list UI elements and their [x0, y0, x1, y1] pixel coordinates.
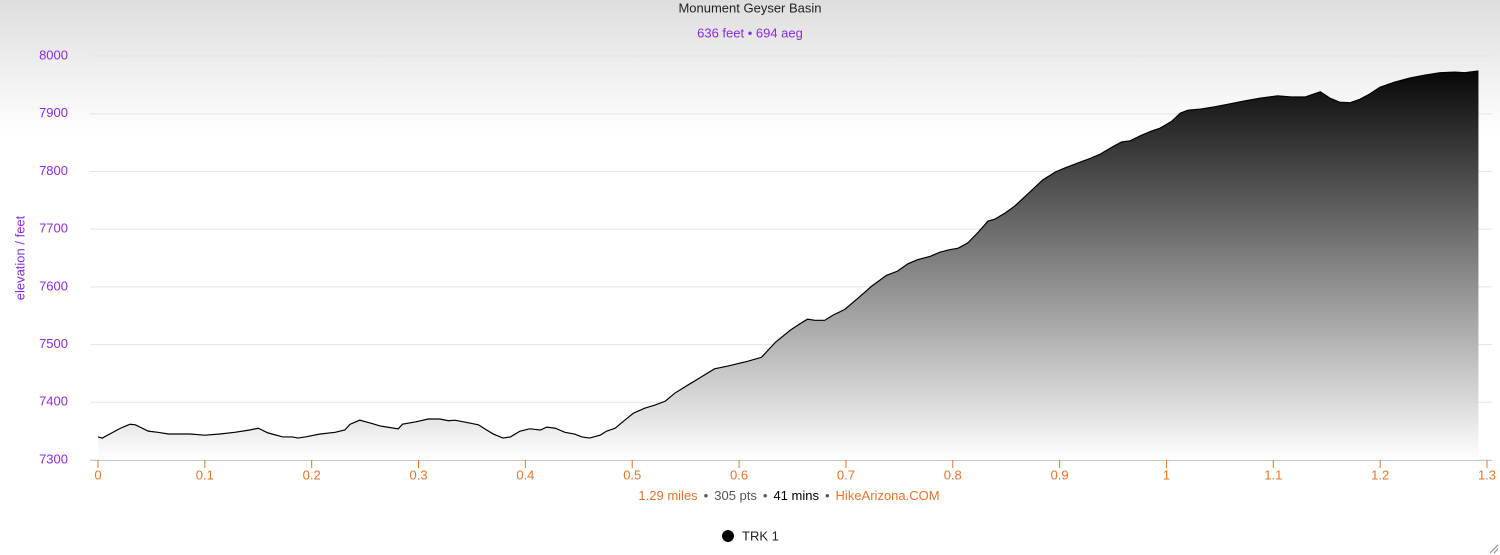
area-line: [97, 70, 1479, 439]
y-tick-label: 7700: [39, 221, 68, 236]
chart-title: Monument Geyser Basin: [678, 0, 821, 15]
y-tick-label: 8000: [39, 47, 68, 62]
x-tick-label: 1.2: [1371, 467, 1389, 482]
legend-label: TRK 1: [742, 528, 779, 543]
x-tick-label: 0.2: [303, 467, 321, 482]
legend-marker: [722, 530, 734, 542]
y-tick-label: 7500: [39, 336, 68, 351]
y-tick-label: 7400: [39, 394, 68, 409]
x-tick-label: 0.1: [196, 467, 214, 482]
footer-separator: •: [825, 488, 830, 503]
x-tick-label: 0: [94, 467, 101, 482]
footer: 1.29 miles • 305 pts • 41 mins • HikeArizona.C…: [638, 488, 939, 503]
x-tick-label: 0.6: [730, 467, 748, 482]
x-tick-label: 0.4: [516, 467, 534, 482]
footer-separator: •: [763, 488, 768, 503]
x-tick-label: 0.9: [1051, 467, 1069, 482]
resize-icon: [1489, 544, 1499, 554]
y-tick-label: 7300: [39, 451, 68, 466]
footer-item: 305 pts: [714, 488, 757, 503]
x-tick-label: 1.3: [1478, 467, 1496, 482]
x-tick-label: 1.1: [1264, 467, 1282, 482]
footer-item: 1.29 miles: [638, 488, 698, 503]
x-tick-label: 1: [1163, 467, 1170, 482]
y-axis-label: elevation / feet: [12, 215, 27, 300]
area-fill: [98, 71, 1479, 461]
chart-subtitle: 636 feet • 694 aeg: [697, 25, 803, 40]
x-tick-label: 0.3: [409, 467, 427, 482]
y-tick-label: 7600: [39, 278, 68, 293]
x-tick-label: 0.8: [944, 467, 962, 482]
x-tick-label: 0.7: [837, 467, 855, 482]
y-tick-label: 7800: [39, 163, 68, 178]
footer-item: 41 mins: [773, 488, 819, 503]
footer-item: HikeArizona.COM: [836, 488, 940, 503]
footer-separator: •: [704, 488, 709, 503]
x-tick-label: 0.5: [623, 467, 641, 482]
y-tick-label: 7900: [39, 105, 68, 120]
